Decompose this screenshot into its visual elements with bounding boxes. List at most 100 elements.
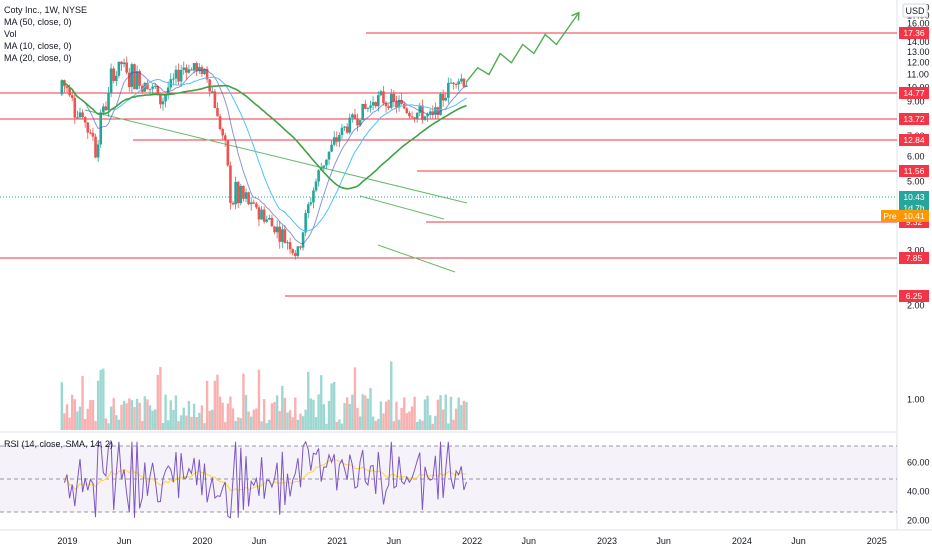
legend-ma10[interactable]: MA (10, close, 0): [4, 41, 72, 51]
candle[interactable]: [236, 181, 240, 209]
candle[interactable]: [117, 61, 121, 79]
candle[interactable]: [177, 63, 180, 86]
candle[interactable]: [382, 86, 385, 106]
candle[interactable]: [332, 131, 336, 147]
candle[interactable]: [135, 65, 139, 91]
candle[interactable]: [317, 168, 320, 187]
candle[interactable]: [260, 205, 263, 220]
candle[interactable]: [169, 73, 173, 91]
candle[interactable]: [257, 205, 261, 227]
candle[interactable]: [351, 112, 354, 123]
candle[interactable]: [428, 109, 432, 119]
candle[interactable]: [172, 73, 175, 86]
candle[interactable]: [431, 105, 435, 120]
candle[interactable]: [190, 67, 193, 71]
candle[interactable]: [325, 159, 328, 169]
candle[interactable]: [379, 89, 383, 97]
candle[interactable]: [444, 92, 448, 102]
candle[interactable]: [161, 97, 165, 111]
legend-symbol[interactable]: Coty Inc., 1W, NYSE: [4, 5, 88, 15]
candle[interactable]: [330, 139, 333, 153]
candle[interactable]: [127, 67, 131, 92]
candle[interactable]: [229, 161, 232, 210]
candle[interactable]: [309, 197, 313, 207]
candle[interactable]: [296, 245, 300, 259]
candle[interactable]: [439, 92, 442, 116]
candle[interactable]: [192, 62, 196, 74]
candle[interactable]: [182, 61, 186, 75]
candle[interactable]: [94, 133, 97, 159]
candle[interactable]: [70, 91, 74, 102]
channel-upper-line[interactable]: [359, 195, 445, 220]
candle[interactable]: [306, 201, 310, 219]
rsi-legend[interactable]: RSI (14, close, SMA, 14, 2): [4, 439, 114, 449]
candle[interactable]: [418, 102, 422, 117]
candle[interactable]: [138, 69, 141, 90]
candle[interactable]: [195, 61, 199, 77]
candle[interactable]: [335, 131, 339, 147]
candle[interactable]: [270, 214, 274, 227]
candle[interactable]: [218, 113, 222, 131]
candle[interactable]: [89, 129, 92, 135]
candle[interactable]: [164, 94, 167, 108]
candle[interactable]: [454, 82, 458, 89]
candle[interactable]: [286, 240, 289, 250]
candle[interactable]: [348, 113, 352, 135]
ma50-line[interactable]: [61, 79, 467, 190]
candle[interactable]: [340, 123, 344, 140]
candle[interactable]: [371, 96, 375, 111]
candle[interactable]: [273, 225, 276, 235]
candle[interactable]: [462, 77, 466, 88]
candle[interactable]: [452, 81, 455, 90]
candle[interactable]: [151, 84, 154, 96]
candle[interactable]: [288, 237, 292, 255]
candle[interactable]: [231, 200, 235, 206]
candle[interactable]: [249, 197, 253, 211]
candle[interactable]: [198, 63, 201, 74]
candle[interactable]: [91, 127, 95, 142]
candle[interactable]: [459, 73, 463, 84]
candle[interactable]: [392, 90, 396, 108]
candle[interactable]: [104, 101, 108, 112]
projection-path[interactable]: [465, 12, 580, 83]
candle[interactable]: [109, 63, 113, 98]
candle[interactable]: [174, 65, 178, 85]
candle[interactable]: [125, 56, 128, 75]
candle[interactable]: [376, 91, 380, 112]
candle[interactable]: [185, 64, 188, 80]
candle[interactable]: [244, 188, 248, 203]
candle[interactable]: [179, 64, 183, 87]
rsi-axis[interactable]: 60.00 40.00 20.00: [907, 457, 930, 525]
candle[interactable]: [389, 88, 393, 110]
candle[interactable]: [281, 225, 284, 249]
candle[interactable]: [213, 88, 217, 109]
candle[interactable]: [457, 78, 461, 91]
candle[interactable]: [434, 102, 437, 120]
descending-trendline[interactable]: [84, 109, 468, 204]
legend-vol[interactable]: Vol: [4, 29, 17, 39]
candle[interactable]: [364, 99, 367, 110]
candle[interactable]: [447, 77, 450, 104]
candle[interactable]: [234, 176, 237, 210]
candle[interactable]: [441, 89, 445, 107]
candle[interactable]: [353, 108, 357, 120]
legend-ma20[interactable]: MA (20, close, 0): [4, 53, 72, 63]
candle[interactable]: [247, 191, 250, 206]
candle[interactable]: [148, 88, 152, 95]
candle[interactable]: [361, 103, 365, 121]
candle[interactable]: [146, 80, 149, 90]
candle[interactable]: [73, 91, 77, 125]
candle[interactable]: [114, 71, 118, 87]
candle[interactable]: [423, 115, 427, 121]
candle[interactable]: [338, 132, 341, 148]
candle[interactable]: [304, 209, 307, 236]
candle[interactable]: [369, 100, 372, 113]
candle[interactable]: [120, 61, 123, 72]
channel-lower-line[interactable]: [377, 244, 456, 273]
trendlines[interactable]: [84, 109, 468, 273]
candle[interactable]: [275, 220, 279, 239]
candle[interactable]: [208, 79, 211, 97]
candle[interactable]: [415, 112, 419, 123]
